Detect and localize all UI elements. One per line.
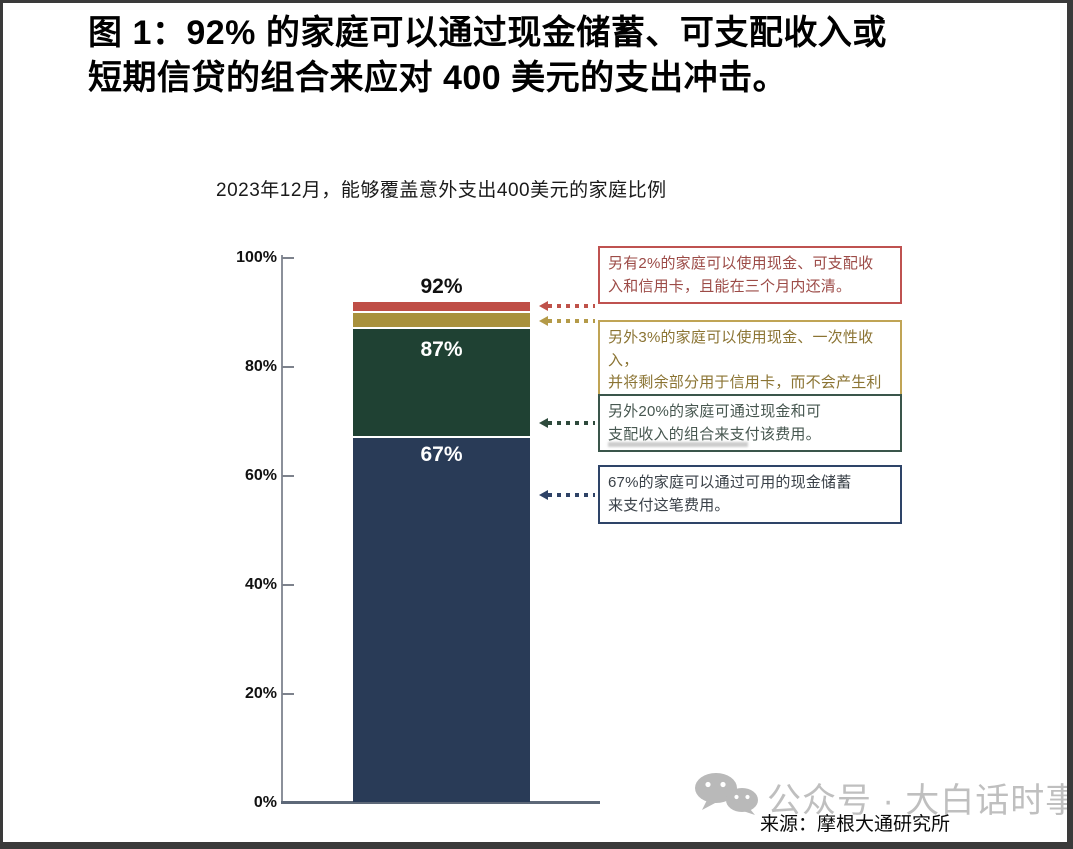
- y-tick-label-80: 80%: [244, 358, 277, 375]
- annotation-box-credit-card: 另有2%的家庭可以使用现金、可支配收 入和信用卡，且能在三个月内还清。: [598, 246, 902, 304]
- redacted-text-smudge: [608, 442, 748, 447]
- y-tick-label-60: 60%: [244, 467, 277, 484]
- bar-total-label: 92%: [420, 275, 463, 298]
- y-tick-label-20: 20%: [244, 685, 277, 702]
- arrow-left-icon: [539, 418, 548, 428]
- y-axis-line: [281, 255, 283, 804]
- figure-title-line1: 图 1：92% 的家庭可以通过现金储蓄、可支配收入或: [88, 14, 887, 52]
- bar-segment-disposable-income: [353, 329, 530, 436]
- bar-segment-credit-card: [353, 302, 530, 311]
- figure-title: 图 1：92% 的家庭可以通过现金储蓄、可支配收入或 短期信贷的组合来应对 40…: [88, 11, 1038, 101]
- arrow-left-icon: [539, 301, 548, 311]
- y-tick-label-100: 100%: [236, 249, 277, 266]
- callout-arrow-green: [539, 418, 595, 428]
- y-tick-label-0: 0%: [253, 794, 277, 811]
- arrow-left-icon: [539, 490, 548, 500]
- callout-arrow-blue: [539, 490, 595, 500]
- bar-segment-one-time-income: [353, 313, 530, 327]
- bar-segment-cash-savings: [353, 438, 530, 802]
- callout-arrow-gold: [539, 316, 595, 326]
- figure-title-line2: 短期信贷的组合来应对 400 美元的支出冲击。: [88, 59, 788, 98]
- annotation-box-disposable-income: 另外20%的家庭可通过现金和可 支配收入的组合来支付该费用。: [598, 394, 902, 452]
- watermark: 公众号 · 大白话时事: [693, 773, 1073, 822]
- watermark-text: 公众号 · 大白话时事: [767, 782, 1073, 820]
- y-tick-80: [282, 366, 294, 368]
- y-tick-60: [282, 475, 294, 477]
- y-tick-20: [282, 693, 294, 695]
- callout-arrow-red: [539, 301, 595, 311]
- chart-subtitle: 2023年12月，能够覆盖意外支出400美元的家庭比例: [216, 180, 667, 201]
- source-text: 来源：摩根大通研究所: [760, 814, 951, 835]
- y-tick-40: [282, 584, 294, 586]
- bar-label-87: 87%: [420, 338, 463, 361]
- arrow-left-icon: [539, 316, 548, 326]
- annotation-box-cash-savings: 67%的家庭可以通过可用的现金储蓄 来支付这笔费用。: [598, 465, 902, 524]
- y-tick-label-40: 40%: [244, 576, 277, 593]
- wechat-icon: [695, 773, 758, 815]
- y-tick-100: [282, 257, 294, 259]
- x-axis-line: [281, 801, 600, 804]
- bar-label-67: 67%: [420, 443, 463, 466]
